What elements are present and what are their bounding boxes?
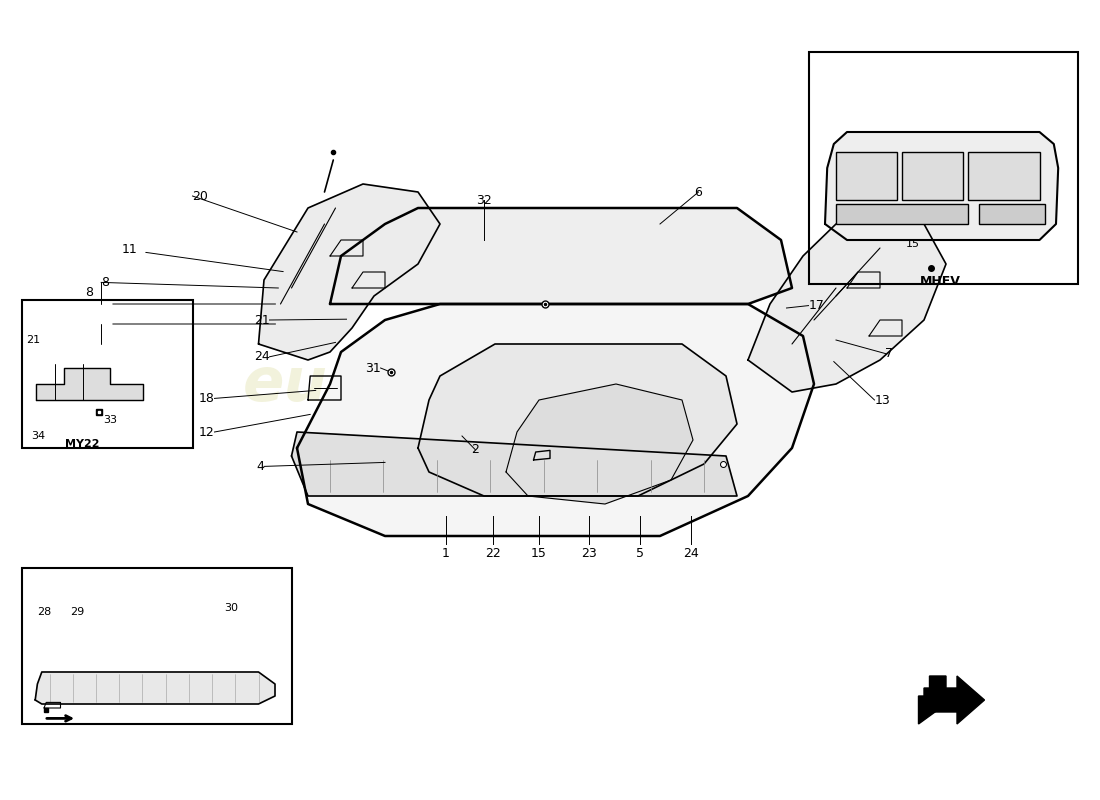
Text: 31: 31 (365, 362, 381, 374)
Polygon shape (292, 432, 737, 496)
Text: MHEV: MHEV (920, 275, 961, 288)
Polygon shape (35, 672, 275, 704)
Text: 22: 22 (485, 547, 501, 560)
Bar (22, 300, 192, 448)
Polygon shape (297, 304, 814, 536)
Text: 1: 1 (441, 547, 450, 560)
Text: 33: 33 (103, 415, 117, 425)
Text: 8: 8 (86, 286, 94, 298)
Text: 11: 11 (122, 243, 138, 256)
Bar (968, 152, 1040, 200)
Bar (836, 204, 968, 224)
Polygon shape (748, 208, 946, 392)
Text: 24: 24 (683, 547, 698, 560)
Text: 29: 29 (70, 607, 84, 617)
Polygon shape (506, 384, 693, 504)
Text: eurospare: eurospare (243, 354, 593, 414)
Text: 2: 2 (471, 443, 480, 456)
Text: 32: 32 (476, 194, 492, 206)
Bar (808, 52, 1078, 284)
Polygon shape (825, 132, 1058, 240)
Polygon shape (924, 676, 984, 724)
Polygon shape (534, 450, 550, 460)
Bar (902, 152, 962, 200)
Text: 28: 28 (37, 607, 51, 617)
Text: 15: 15 (906, 239, 920, 249)
Text: 6: 6 (694, 186, 703, 198)
Text: 17: 17 (808, 299, 824, 312)
Text: 23: 23 (581, 547, 596, 560)
Text: 12: 12 (199, 426, 214, 438)
Text: MY22: MY22 (65, 439, 100, 449)
Text: 4: 4 (256, 460, 264, 473)
Bar (836, 152, 896, 200)
Text: 13: 13 (874, 394, 890, 406)
Text: 21: 21 (26, 335, 40, 345)
Bar (979, 204, 1045, 224)
Text: 24: 24 (254, 350, 270, 363)
Polygon shape (330, 208, 792, 304)
Polygon shape (418, 344, 737, 496)
Text: 7: 7 (886, 347, 893, 360)
Bar (22, 568, 292, 724)
Polygon shape (258, 184, 440, 360)
Text: 15: 15 (531, 547, 547, 560)
Text: 30: 30 (224, 603, 238, 613)
Polygon shape (918, 676, 957, 724)
Text: 34: 34 (32, 431, 45, 441)
Polygon shape (36, 368, 143, 400)
Text: 5: 5 (636, 547, 645, 560)
Text: 21: 21 (254, 314, 270, 326)
Text: 8: 8 (101, 276, 109, 289)
Text: a passion since 1985: a passion since 1985 (371, 466, 663, 494)
Text: 18: 18 (199, 392, 214, 405)
Text: 20: 20 (192, 190, 208, 202)
